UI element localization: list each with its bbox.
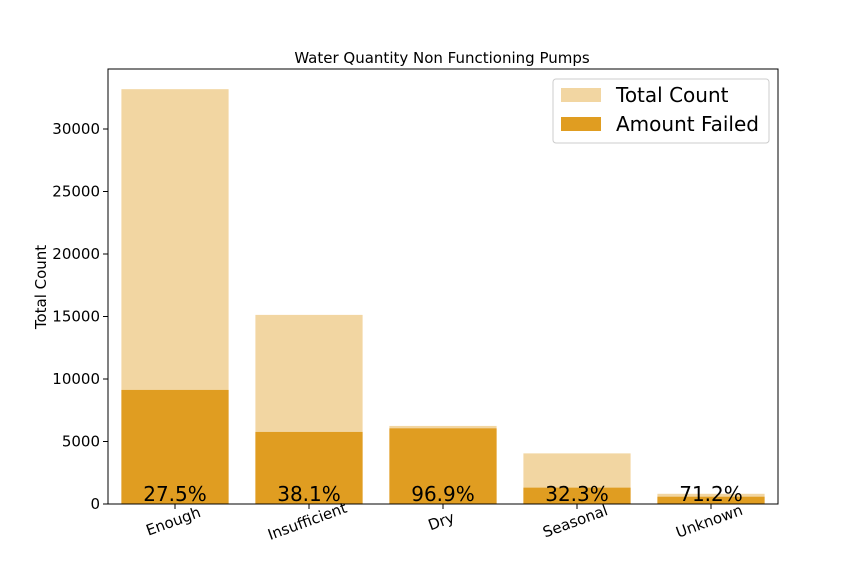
chart-title: Water Quantity Non Functioning Pumps	[294, 49, 590, 67]
legend: Total Count Amount Failed	[552, 78, 770, 144]
bar-amount-failed-insufficient	[255, 431, 363, 504]
legend-label-amount-failed: Amount Failed	[616, 112, 759, 136]
y-tick-label: 5000	[62, 433, 100, 451]
y-tick-label: 10000	[52, 370, 100, 388]
x-tick-label-unknown: Unknown	[673, 501, 745, 542]
y-axis: 0 5000 10000 15000 20000 25000 30000	[52, 120, 108, 513]
percent-label-enough: 27.5%	[143, 482, 207, 506]
y-tick-label: 0	[90, 495, 100, 513]
y-tick-label: 20000	[52, 245, 100, 263]
legend-swatch-amount-failed	[561, 117, 601, 131]
bars-group	[121, 89, 765, 505]
x-tick-label-seasonal: Seasonal	[540, 501, 610, 541]
legend-label-total-count: Total Count	[615, 83, 729, 107]
percent-label-seasonal: 32.3%	[545, 482, 609, 506]
bar-amount-failed-enough	[121, 389, 229, 504]
y-tick-label: 15000	[52, 308, 100, 326]
percent-label-dry: 96.9%	[411, 482, 475, 506]
percent-labels-group: 27.5% 38.1% 96.9% 32.3% 71.2%	[143, 482, 743, 506]
percent-label-insufficient: 38.1%	[277, 482, 341, 506]
plot-frame	[107, 68, 779, 505]
y-axis-label: Total Count	[32, 245, 50, 330]
y-tick-label: 25000	[52, 183, 100, 201]
bar-amount-failed-dry	[389, 428, 497, 504]
x-tick-label-enough: Enough	[144, 503, 203, 539]
legend-swatch-total-count	[561, 88, 601, 102]
legend-box	[552, 78, 770, 144]
percent-label-unknown: 71.2%	[679, 482, 743, 506]
x-tick-label-dry: Dry	[426, 508, 457, 534]
bar-amount-failed-unknown	[657, 496, 765, 504]
y-tick-label: 30000	[52, 120, 100, 138]
bar-amount-failed-seasonal	[523, 487, 631, 504]
